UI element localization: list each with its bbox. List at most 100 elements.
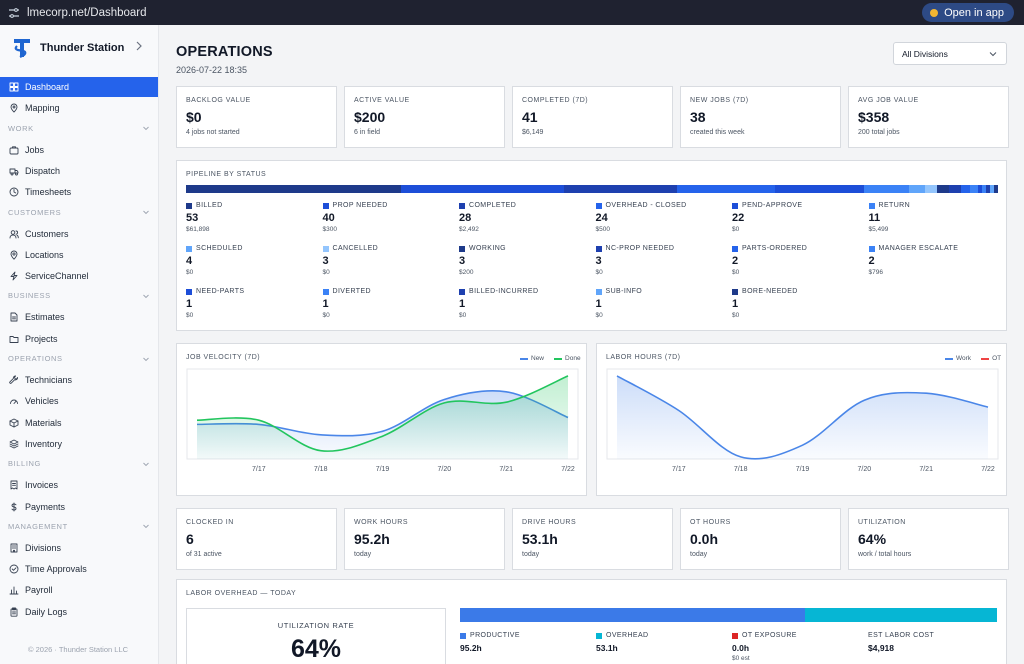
- chevron-down-icon: [143, 357, 149, 361]
- sidebar-item-mapping[interactable]: Mapping: [0, 98, 158, 118]
- sidebar-item-timesheets[interactable]: Timesheets: [0, 182, 158, 202]
- chevron-down-icon: [143, 524, 149, 529]
- pipeline-segment-nc-prop-needed[interactable]: [949, 185, 962, 193]
- sidebar-item-divisions[interactable]: Divisions: [0, 538, 158, 558]
- pipeline-segment-sub-info[interactable]: [989, 185, 994, 193]
- sidebar-section-management[interactable]: MANAGEMENT: [8, 522, 150, 531]
- pipeline-segment-bore-needed[interactable]: [993, 185, 998, 193]
- pipeline-item-return[interactable]: RETURN 11 $5,499: [868, 202, 999, 233]
- pipeline-segment-completed[interactable]: [563, 185, 678, 193]
- labor-overhead-title: LABOR OVERHEAD — TODAY: [186, 590, 297, 597]
- pipeline-item-pend-approve[interactable]: PEND-APPROVE 22 $0: [732, 202, 862, 233]
- clock-icon: [9, 187, 19, 197]
- stat-card-active-value[interactable]: ACTIVE VALUE $200 6 in field: [344, 86, 505, 148]
- pipeline-item-nc-prop-needed[interactable]: NC-PROP NEEDED 3 $0: [595, 245, 726, 276]
- pipeline-item-completed[interactable]: COMPLETED 28 $2,492: [459, 202, 589, 233]
- sidebar-item-inventory[interactable]: Inventory: [0, 434, 158, 454]
- sidebar-section-customers[interactable]: CUSTOMERS: [8, 208, 150, 217]
- pipeline-segment-manager-escalate[interactable]: [969, 185, 978, 193]
- stat-card-completed-7d[interactable]: COMPLETED (7D) 41 $6,149: [512, 86, 673, 148]
- sidebar-item-servicechannel[interactable]: ServiceChannel: [0, 266, 158, 286]
- overhead-label: OT EXPOSURE: [742, 632, 797, 639]
- pipeline-item-scheduled[interactable]: SCHEDULED 4 $0: [186, 245, 316, 276]
- labor-hours-legend: Work OT: [945, 355, 1001, 362]
- sidebar-item-payroll[interactable]: Payroll: [0, 580, 158, 600]
- division-select[interactable]: All Divisions: [893, 42, 1007, 65]
- pipeline-segment-billed-incurred[interactable]: [985, 185, 990, 193]
- status-swatch: [322, 288, 329, 295]
- sidebar-item-projects[interactable]: Projects: [0, 329, 158, 349]
- stat-label: OT HOURS: [690, 519, 731, 526]
- site-settings-icon[interactable]: [7, 6, 21, 20]
- sidebar-section-operations[interactable]: OPERATIONS: [8, 354, 150, 363]
- stat-card-ot-hours[interactable]: OT HOURS 0.0h today: [680, 508, 841, 570]
- sidebar-item-vehicles[interactable]: Vehicles: [0, 391, 158, 411]
- pipeline-item-billed[interactable]: BILLED 53 $61,898: [186, 202, 316, 233]
- stat-card-backlog-value[interactable]: BACKLOG VALUE $0 4 jobs not started: [176, 86, 337, 148]
- sidebar-item-label: Technicians: [25, 375, 73, 385]
- pipeline-segment-overhead-closed[interactable]: [677, 185, 775, 193]
- pipeline-segment-working[interactable]: [937, 185, 950, 193]
- open-in-app-button[interactable]: Open in app: [922, 3, 1014, 22]
- sidebar-item-time-approvals[interactable]: Time Approvals: [0, 559, 158, 579]
- stat-card-new-jobs-7d[interactable]: NEW JOBS (7D) 38 created this week: [680, 86, 841, 148]
- sidebar-item-estimates[interactable]: Estimates: [0, 307, 158, 327]
- sidebar-section-business[interactable]: BUSINESS: [8, 291, 150, 300]
- pipeline-segment-cancelled[interactable]: [924, 185, 938, 193]
- stat-card-work-hours[interactable]: WORK HOURS 95.2h today: [344, 508, 505, 570]
- clipboard-icon: [9, 607, 19, 617]
- pipeline-count: 1: [459, 298, 466, 310]
- sidebar-item-label: Timesheets: [25, 187, 72, 198]
- pipeline-segment-prop-needed[interactable]: [401, 185, 564, 193]
- pipeline-segment-parts-ordered[interactable]: [961, 185, 970, 193]
- pipeline-item-manager-escalate[interactable]: MANAGER ESCALATE 2 $796: [868, 245, 999, 276]
- pipeline-item-need-parts[interactable]: NEED-PARTS 1 $0: [186, 288, 316, 319]
- sidebar-item-dashboard[interactable]: Dashboard: [0, 77, 158, 97]
- sidebar-item-label: Estimates: [25, 312, 65, 323]
- sidebar-item-daily-logs[interactable]: Daily Logs: [0, 602, 158, 622]
- stat-card-avg-job-value[interactable]: AVG JOB VALUE $358 200 total jobs: [848, 86, 1009, 148]
- sidebar-section-title: WORK: [8, 123, 34, 133]
- brand[interactable]: Thunder Station: [0, 25, 158, 70]
- pipeline-segment-scheduled[interactable]: [908, 185, 925, 193]
- pipeline-item-prop-needed[interactable]: PROP NEEDED 40 $300: [322, 202, 453, 233]
- pipeline-count: 24: [595, 212, 608, 224]
- labor-hours-chart: 7/17 7/18 7/19 7/20 7/21 7/22: [606, 368, 999, 473]
- sidebar-item-materials[interactable]: Materials: [0, 413, 158, 433]
- sidebar-item-label: Payroll: [25, 585, 53, 596]
- sidebar-item-dispatch[interactable]: Dispatch: [0, 161, 158, 181]
- pipeline-segment-pend-approve[interactable]: [774, 185, 864, 193]
- pipeline-item-billed-incurred[interactable]: BILLED-INCURRED 1 $0: [459, 288, 589, 319]
- sidebar-item-technicians[interactable]: Technicians: [0, 370, 158, 390]
- url-text[interactable]: lmecorp.net/Dashboard: [27, 6, 147, 19]
- series-area-work: [617, 375, 988, 459]
- pipeline-segment-billed[interactable]: [186, 185, 402, 193]
- sidebar-item-label: Locations: [25, 249, 64, 260]
- overhead-item-overhead: OVERHEAD 53.1h: [596, 632, 649, 655]
- pipeline-amount: $0: [186, 312, 194, 319]
- pipeline-item-cancelled[interactable]: CANCELLED 3 $0: [322, 245, 453, 276]
- pipeline-segment-return[interactable]: [863, 185, 909, 193]
- sidebar-item-invoices[interactable]: Invoices: [0, 475, 158, 495]
- sidebar-item-customers[interactable]: Customers: [0, 224, 158, 244]
- pipeline-item-diverted[interactable]: DIVERTED 1 $0: [322, 288, 453, 319]
- chevron-right-icon[interactable]: [134, 41, 144, 51]
- pipeline-segment-need-parts[interactable]: [977, 185, 982, 193]
- pipeline-amount: $0: [595, 269, 603, 276]
- pipeline-item-bore-needed[interactable]: BORE-NEEDED 1 $0: [732, 288, 862, 319]
- sidebar-item-locations[interactable]: Locations: [0, 245, 158, 265]
- stat-card-utilization[interactable]: UTILIZATION 64% work / total hours: [848, 508, 1009, 570]
- labor-overhead-card: LABOR OVERHEAD — TODAY UTILIZATION RATE …: [176, 579, 1007, 664]
- pipeline-item-parts-ordered[interactable]: PARTS-ORDERED 2 $0: [732, 245, 862, 276]
- sidebar-item-payments[interactable]: Payments: [0, 497, 158, 517]
- pipeline-item-sub-info[interactable]: SUB-INFO 1 $0: [595, 288, 726, 319]
- pipeline-segment-diverted[interactable]: [981, 185, 986, 193]
- pipeline-item-working[interactable]: WORKING 3 $200: [459, 245, 589, 276]
- sidebar-item-jobs[interactable]: Jobs: [0, 140, 158, 160]
- stat-card-clocked-in[interactable]: CLOCKED IN 6 of 31 active: [176, 508, 337, 570]
- pipeline-item-overhead-closed[interactable]: OVERHEAD - CLOSED 24 $500: [595, 202, 726, 233]
- sidebar-section-billing[interactable]: BILLING: [8, 459, 150, 468]
- stat-card-drive-hours[interactable]: DRIVE HOURS 53.1h today: [512, 508, 673, 570]
- chevron-down-icon: [143, 210, 149, 215]
- sidebar-section-work[interactable]: WORK: [8, 124, 150, 133]
